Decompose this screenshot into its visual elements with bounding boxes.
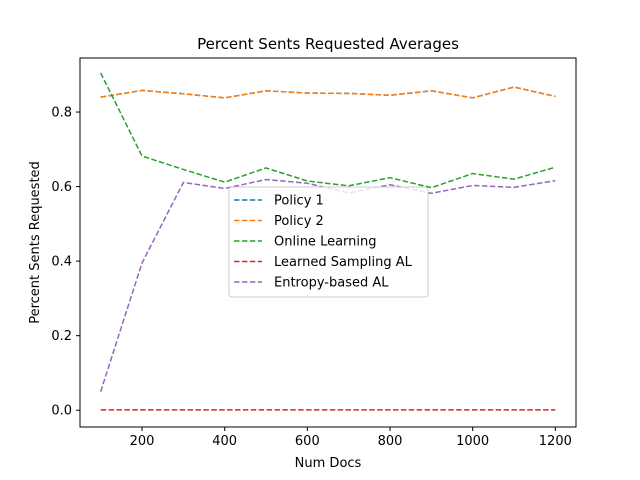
series-line-2 (100, 86, 556, 99)
plot-frame (79, 57, 577, 428)
y-tick-label: 0.4 (51, 255, 72, 270)
x-axis-label: Num Docs (295, 456, 362, 471)
series-line-3 (99, 72, 556, 189)
x-tick-label: 800 (378, 434, 403, 449)
legend-label-5: Entropy-based AL (274, 276, 389, 291)
y-tick-label: 0.2 (51, 329, 72, 344)
x-tick-label: 1200 (539, 434, 572, 449)
x-tick-label: 400 (212, 434, 237, 449)
y-tick-label: 0.8 (51, 106, 72, 121)
legend-box (228, 186, 429, 298)
x-tick-label: 1000 (456, 434, 489, 449)
legend-label-2: Policy 2 (274, 214, 324, 229)
x-tick-label: 600 (295, 434, 320, 449)
y-axis-label: Percent Sents Requested (28, 161, 43, 324)
legend-label-3: Online Learning (274, 235, 377, 250)
legend: Policy 1 Policy 2 Online Learning Learned S… (228, 186, 429, 298)
y-tick-label: 0.6 (51, 180, 72, 195)
chart-title: Percent Sents Requested Averages (197, 35, 459, 53)
y-axis-ticks: 0.0 0.2 0.4 0.6 0.8 (51, 106, 80, 419)
legend-label-1: Policy 1 (274, 194, 324, 209)
x-tick-label: 200 (130, 434, 155, 449)
x-axis-ticks: 200 400 600 800 1000 1200 (130, 427, 572, 449)
y-tick-label: 0.0 (51, 404, 72, 419)
legend-label-4: Learned Sampling AL (274, 255, 413, 270)
